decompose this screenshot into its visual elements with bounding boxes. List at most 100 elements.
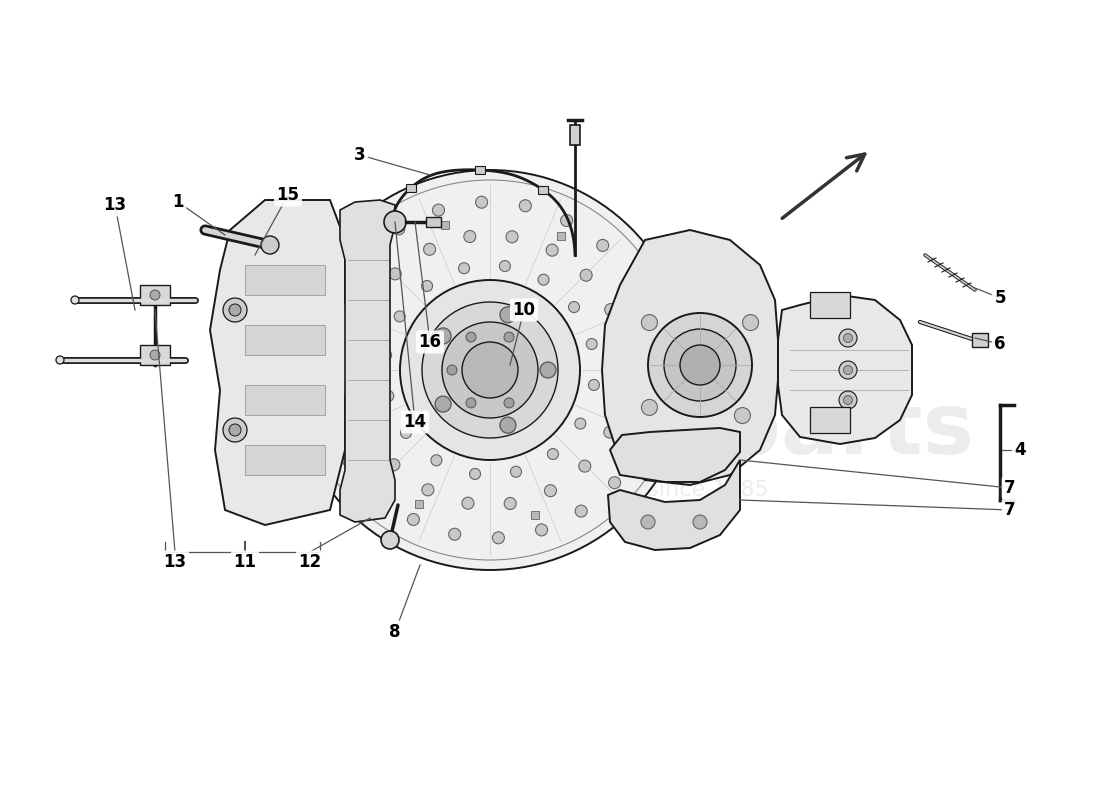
- Circle shape: [504, 498, 516, 510]
- Circle shape: [320, 329, 332, 341]
- Circle shape: [462, 497, 474, 509]
- Circle shape: [648, 313, 752, 417]
- Text: 5: 5: [994, 289, 1005, 307]
- Bar: [426, 217, 441, 227]
- Circle shape: [546, 244, 558, 256]
- Polygon shape: [810, 292, 850, 318]
- Circle shape: [466, 398, 476, 408]
- Circle shape: [735, 407, 750, 423]
- Circle shape: [381, 350, 392, 361]
- Circle shape: [641, 515, 654, 529]
- Polygon shape: [245, 445, 324, 475]
- Polygon shape: [778, 295, 912, 444]
- Circle shape: [625, 273, 637, 285]
- Circle shape: [504, 332, 514, 342]
- Circle shape: [588, 379, 600, 390]
- Circle shape: [499, 417, 516, 433]
- Circle shape: [641, 314, 658, 330]
- Circle shape: [540, 362, 556, 378]
- Polygon shape: [557, 231, 565, 239]
- Circle shape: [459, 262, 470, 274]
- Polygon shape: [602, 230, 778, 485]
- Circle shape: [536, 524, 548, 536]
- Bar: [538, 186, 548, 194]
- Circle shape: [388, 458, 400, 470]
- Circle shape: [56, 356, 64, 364]
- Polygon shape: [140, 345, 170, 365]
- Circle shape: [466, 332, 476, 342]
- Circle shape: [644, 313, 656, 325]
- Circle shape: [839, 329, 857, 347]
- Circle shape: [604, 426, 616, 438]
- Circle shape: [504, 398, 514, 408]
- Text: 14: 14: [404, 413, 427, 431]
- Circle shape: [561, 214, 573, 226]
- Circle shape: [844, 366, 852, 374]
- Circle shape: [372, 489, 383, 501]
- Circle shape: [150, 290, 160, 300]
- Circle shape: [436, 328, 451, 344]
- Circle shape: [641, 399, 658, 415]
- Circle shape: [470, 469, 481, 479]
- Circle shape: [422, 302, 558, 438]
- Polygon shape: [415, 501, 424, 509]
- Polygon shape: [245, 325, 324, 355]
- Circle shape: [400, 427, 411, 438]
- Circle shape: [316, 372, 328, 384]
- Polygon shape: [341, 411, 349, 419]
- Circle shape: [360, 251, 372, 263]
- Circle shape: [634, 441, 646, 453]
- Bar: [406, 184, 416, 192]
- Circle shape: [742, 314, 759, 330]
- Polygon shape: [620, 437, 628, 445]
- Circle shape: [586, 338, 597, 350]
- Text: eurocarparts: eurocarparts: [346, 389, 974, 471]
- Circle shape: [290, 170, 690, 570]
- Polygon shape: [441, 221, 449, 229]
- Polygon shape: [210, 200, 350, 525]
- Circle shape: [334, 287, 346, 299]
- Circle shape: [475, 196, 487, 208]
- Polygon shape: [810, 407, 850, 433]
- Polygon shape: [245, 265, 324, 295]
- Circle shape: [693, 515, 707, 529]
- Polygon shape: [531, 511, 539, 519]
- Circle shape: [844, 395, 852, 405]
- Circle shape: [421, 281, 432, 291]
- Circle shape: [544, 485, 557, 497]
- Circle shape: [432, 204, 444, 216]
- Circle shape: [351, 384, 363, 396]
- Circle shape: [324, 415, 337, 427]
- Circle shape: [447, 365, 456, 375]
- Circle shape: [510, 466, 521, 478]
- Circle shape: [499, 307, 516, 323]
- Circle shape: [569, 302, 580, 313]
- Circle shape: [229, 304, 241, 316]
- Circle shape: [680, 345, 720, 385]
- Text: 3: 3: [354, 146, 366, 164]
- Circle shape: [431, 455, 442, 466]
- Polygon shape: [140, 285, 170, 305]
- Circle shape: [605, 303, 617, 315]
- Circle shape: [839, 391, 857, 409]
- Bar: [475, 166, 485, 174]
- Text: 16: 16: [418, 333, 441, 351]
- Polygon shape: [608, 460, 740, 550]
- Text: 15: 15: [276, 186, 299, 204]
- Circle shape: [381, 531, 399, 549]
- Circle shape: [844, 334, 852, 342]
- Circle shape: [519, 200, 531, 212]
- Polygon shape: [610, 428, 740, 482]
- Circle shape: [384, 211, 406, 233]
- Circle shape: [617, 386, 629, 398]
- Text: 4: 4: [1014, 441, 1026, 459]
- Circle shape: [223, 298, 248, 322]
- Text: 11: 11: [233, 553, 256, 571]
- Circle shape: [442, 322, 538, 418]
- Circle shape: [575, 418, 586, 429]
- Text: 1: 1: [173, 193, 184, 211]
- Circle shape: [548, 449, 559, 459]
- Polygon shape: [340, 200, 395, 522]
- Circle shape: [394, 311, 405, 322]
- Circle shape: [596, 239, 608, 251]
